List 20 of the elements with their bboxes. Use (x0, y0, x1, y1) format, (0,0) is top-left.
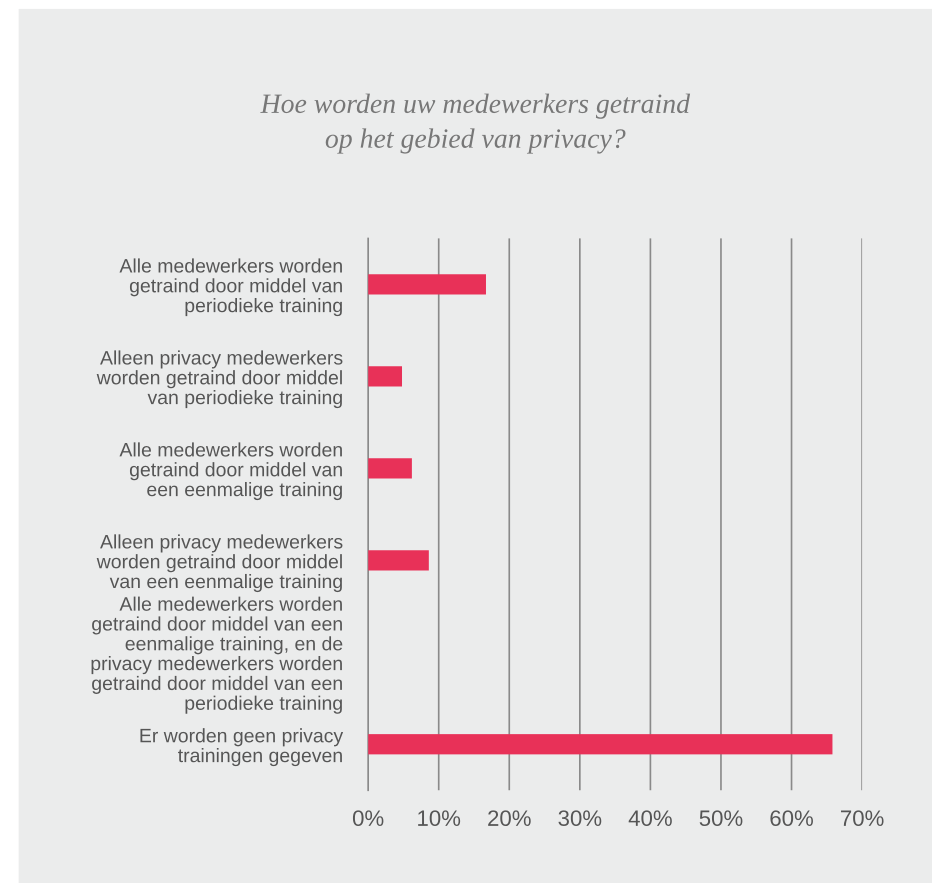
bar (368, 734, 832, 754)
y-tick-label: Alle medewerkers worden getraind door middel van periodieke training (119, 258, 342, 316)
x-tick-label: 60% (770, 810, 813, 826)
chart-title: Hoe worden uw medewerkers getraind op het gebied van privacy? (260, 94, 690, 154)
y-tick-label: Alle medewerkers worden getraind door middel van een eenmalige training (119, 442, 342, 500)
bar (368, 458, 412, 478)
x-tick-label: 50% (700, 810, 742, 826)
y-tick-label: Er worden geen privacy trainingen gegeven (140, 728, 344, 766)
x-tick-label: 20% (488, 810, 531, 826)
bar (368, 274, 486, 295)
y-tick-label: Alleen privacy medewerkers worden getraind door middel van periodieke training (96, 350, 342, 408)
x-tick-label: 10% (418, 810, 460, 826)
bar (368, 550, 429, 570)
x-tick-label: 40% (628, 810, 672, 826)
bar (368, 366, 402, 386)
y-tick-label: Alle medewerkers worden getraind door middel van een eenmalige training, en de privacy medewerkers worden getraind door middel van een periodieke training (92, 596, 342, 714)
x-tick-label: 70% (841, 810, 884, 826)
x-tick-label: 0% (352, 810, 384, 826)
x-tick-label: 30% (558, 810, 602, 826)
y-tick-label: Alleen privacy medewerkers worden getraind door middel van een eenmalige training (96, 534, 342, 592)
